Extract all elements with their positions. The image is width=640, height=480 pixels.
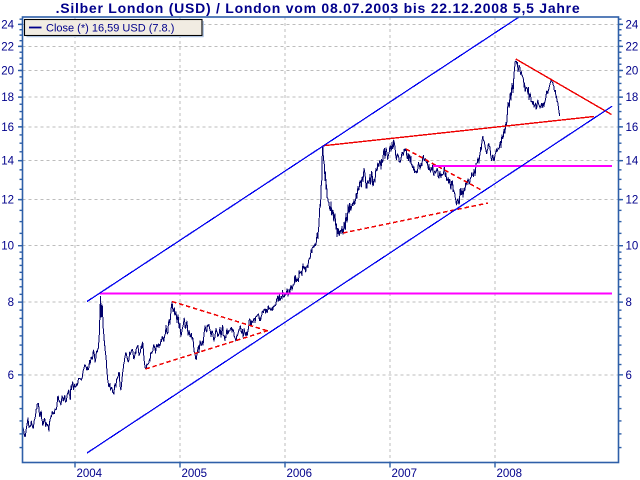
svg-text:22: 22 <box>1 41 14 53</box>
svg-text:18: 18 <box>626 92 639 104</box>
svg-text:2006: 2006 <box>287 468 313 480</box>
svg-text:16: 16 <box>1 122 14 134</box>
svg-text:12: 12 <box>1 195 14 207</box>
svg-text:22: 22 <box>626 41 639 53</box>
svg-text:24: 24 <box>1 19 14 31</box>
svg-text:14: 14 <box>626 156 639 168</box>
svg-text:16: 16 <box>626 122 639 134</box>
svg-text:20: 20 <box>626 66 639 78</box>
svg-text:Close (*) 16,59 USD (7.8.): Close (*) 16,59 USD (7.8.) <box>46 23 174 35</box>
svg-text:6: 6 <box>626 370 632 382</box>
svg-text:8: 8 <box>626 297 632 309</box>
svg-text:.Silber London (USD) / London: .Silber London (USD) / London vom 08.07.… <box>56 0 581 16</box>
svg-text:12: 12 <box>626 195 639 207</box>
svg-text:8: 8 <box>8 297 14 309</box>
svg-text:2005: 2005 <box>182 468 208 480</box>
svg-text:14: 14 <box>1 156 14 168</box>
svg-text:10: 10 <box>1 241 14 253</box>
svg-text:18: 18 <box>1 92 14 104</box>
svg-text:2007: 2007 <box>392 468 418 480</box>
svg-text:24: 24 <box>626 19 639 31</box>
svg-text:2008: 2008 <box>497 468 523 480</box>
svg-text:2004: 2004 <box>77 468 103 480</box>
svg-text:6: 6 <box>8 370 14 382</box>
svg-text:20: 20 <box>1 66 14 78</box>
svg-text:10: 10 <box>626 241 639 253</box>
